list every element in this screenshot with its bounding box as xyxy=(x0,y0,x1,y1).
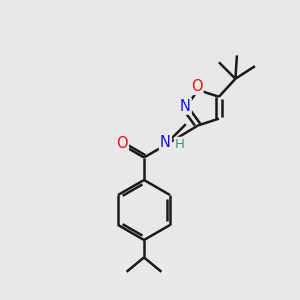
Text: O: O xyxy=(191,79,203,94)
Text: H: H xyxy=(175,138,185,151)
Text: N: N xyxy=(180,99,191,114)
Text: O: O xyxy=(116,136,128,151)
Text: N: N xyxy=(160,135,171,150)
